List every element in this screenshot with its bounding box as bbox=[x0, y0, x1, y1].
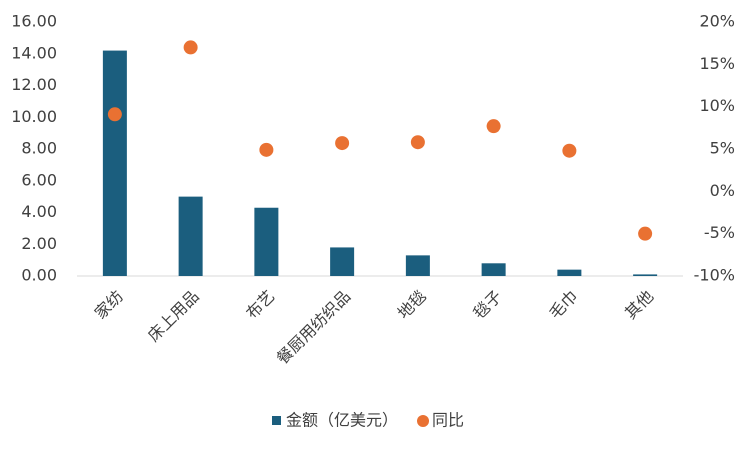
legend-swatch bbox=[417, 415, 430, 427]
x-tick-label: 布艺 bbox=[242, 287, 278, 323]
dot bbox=[562, 143, 577, 158]
bar bbox=[178, 196, 203, 276]
dot bbox=[486, 119, 501, 134]
dot bbox=[638, 226, 653, 241]
bar bbox=[330, 247, 355, 276]
y-tick-label: 4.00 bbox=[21, 202, 57, 221]
y-tick-label: 12.00 bbox=[11, 75, 57, 94]
x-tick-label: 餐厨用纺织品 bbox=[273, 287, 354, 368]
dot bbox=[183, 40, 198, 55]
legend-label: 金额（亿美元） bbox=[286, 411, 398, 430]
y2-tick-label: 10% bbox=[699, 96, 735, 115]
y-tick-label: 2.00 bbox=[21, 234, 57, 253]
y2-tick-label: 15% bbox=[699, 54, 735, 73]
x-tick-label: 其他 bbox=[621, 287, 657, 323]
y2-tick-label: 20% bbox=[699, 12, 735, 31]
y2-tick-label: 5% bbox=[710, 139, 735, 158]
y-tick-label: 10.00 bbox=[11, 107, 57, 126]
y-tick-label: 0.00 bbox=[21, 266, 57, 285]
x-tick-label: 地毯 bbox=[394, 287, 430, 323]
y2-tick-label: 0% bbox=[710, 181, 735, 200]
dot bbox=[335, 136, 350, 151]
y2-tick-label: -5% bbox=[704, 223, 735, 242]
bar bbox=[102, 50, 127, 277]
dot bbox=[259, 142, 274, 157]
dot bbox=[410, 135, 425, 150]
y2-tick-label: -10% bbox=[694, 266, 735, 285]
x-tick-label: 毯子 bbox=[470, 287, 506, 323]
legend-swatch bbox=[272, 416, 281, 425]
bar bbox=[633, 274, 658, 276]
bar bbox=[254, 207, 279, 276]
bar bbox=[557, 269, 582, 276]
bar bbox=[405, 255, 430, 276]
y-tick-label: 6.00 bbox=[21, 170, 57, 189]
x-tick-label: 毛巾 bbox=[545, 287, 581, 323]
y-tick-label: 14.00 bbox=[11, 43, 57, 62]
y-tick-label: 16.00 bbox=[11, 12, 57, 31]
dot bbox=[107, 107, 122, 122]
legend-label: 同比 bbox=[432, 411, 464, 430]
bar bbox=[481, 263, 506, 276]
x-tick-label: 家纺 bbox=[91, 287, 127, 323]
y-tick-label: 8.00 bbox=[21, 139, 57, 158]
x-tick-label: 床上用品 bbox=[144, 287, 203, 346]
